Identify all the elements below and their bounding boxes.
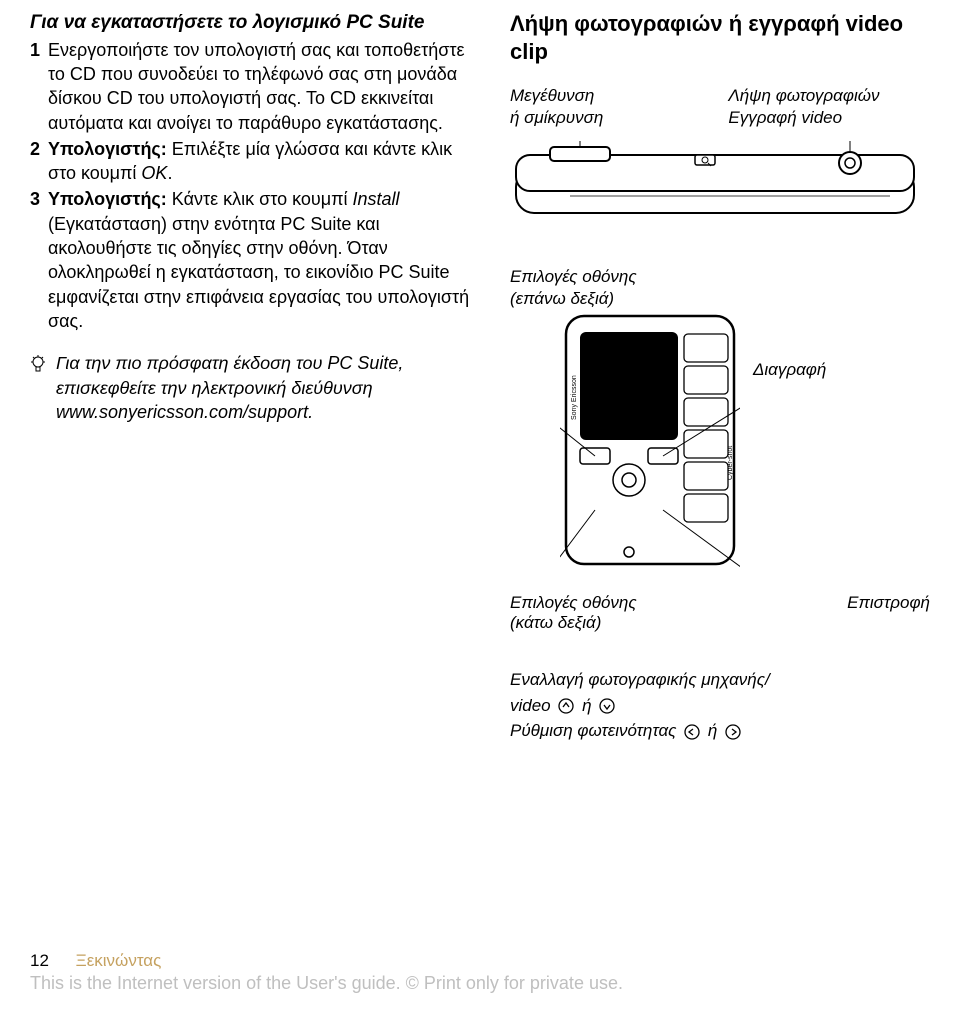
step-tail: . bbox=[167, 163, 172, 183]
step-number: 2 bbox=[30, 137, 40, 186]
annot-screen-options-bottom: Επιλογές οθόνης (κάτω δεξιά) bbox=[510, 593, 637, 633]
phone-front-illustration: Sony Ericsson Cyber-shot bbox=[560, 310, 740, 570]
extra-controls: Εναλλαγή φωτογραφικής μηχανής/ video ή Ρ… bbox=[510, 667, 930, 744]
step-number: 3 bbox=[30, 187, 40, 333]
annot-screen-options-top: Επιλογές οθόνης (επάνω δεξιά) bbox=[510, 266, 699, 310]
right-column: Λήψη φωτογραφιών ή εγγραφή video clip Με… bbox=[510, 10, 930, 744]
phone-top-illustration bbox=[510, 141, 930, 231]
step-number: 1 bbox=[30, 38, 40, 135]
camera-section-title: Λήψη φωτογραφιών ή εγγραφή video clip bbox=[510, 10, 930, 65]
tip-block: Για την πιο πρόσφατη έκδοση του PC Suite… bbox=[30, 351, 470, 424]
switch-camera-line: Εναλλαγή φωτογραφικής μηχανής/ video ή bbox=[510, 667, 930, 718]
mid-annotations: Επιλογές οθόνης (επάνω δεξιά) bbox=[510, 266, 930, 310]
step-text: Ενεργοποιήστε τον υπολογιστή σας και τοπ… bbox=[48, 40, 465, 133]
page-number: 12 bbox=[30, 951, 49, 970]
step-text-after: (Εγκατάσταση) στην ενότητα PC Suite και … bbox=[48, 214, 469, 331]
annot-back: Επιστροφή bbox=[847, 593, 930, 633]
step-3: 3 Υπολογιστής: Κάντε κλικ στο κουμπί Ins… bbox=[30, 187, 470, 333]
step-body: Υπολογιστής: Επιλέξτε μία γλώσσα και κάν… bbox=[48, 137, 470, 186]
footer-notice: This is the Internet version of the User… bbox=[30, 973, 930, 994]
nav-down-icon bbox=[599, 698, 615, 714]
step-body: Ενεργοποιήστε τον υπολογιστή σας και τοπ… bbox=[48, 38, 470, 135]
phone-front-wrap: Sony Ericsson Cyber-shot bbox=[510, 310, 930, 575]
step-body: Υπολογιστής: Κάντε κλικ στο κουμπί Insta… bbox=[48, 187, 470, 333]
brightness-line: Ρύθμιση φωτεινότητας ή bbox=[510, 718, 930, 744]
lightbulb-icon bbox=[30, 355, 46, 424]
left-column: Για να εγκαταστήσετε το λογισμικό PC Sui… bbox=[30, 10, 470, 744]
bottom-annotations: Επιλογές οθόνης (κάτω δεξιά) Επιστροφή bbox=[510, 593, 930, 633]
tip-text: Για την πιο πρόσφατη έκδοση του PC Suite… bbox=[56, 351, 470, 424]
install-heading: Για να εγκαταστήσετε το λογισμικό PC Sui… bbox=[30, 10, 470, 36]
step-italic: Install bbox=[353, 189, 400, 209]
annot-zoom: Μεγέθυνση ή σμίκρυνση bbox=[510, 85, 712, 129]
step-2: 2 Υπολογιστής: Επιλέξτε μία γλώσσα και κ… bbox=[30, 137, 470, 186]
svg-text:Sony Ericsson: Sony Ericsson bbox=[571, 376, 578, 421]
nav-up-icon bbox=[558, 698, 574, 714]
step-text: Κάντε κλικ στο κουμπί bbox=[167, 189, 353, 209]
nav-left-icon bbox=[684, 724, 700, 740]
annot-delete: Διαγραφή bbox=[753, 360, 826, 380]
step-italic: OK bbox=[141, 163, 167, 183]
page-footer: 12 Ξεκινώντας This is the Internet versi… bbox=[30, 951, 930, 994]
step-1: 1 Ενεργοποιήστε τον υπολογιστή σας και τ… bbox=[30, 38, 470, 135]
top-annotations: Μεγέθυνση ή σμίκρυνση Λήψη φωτογραφιών Ε… bbox=[510, 85, 930, 129]
nav-right-icon bbox=[725, 724, 741, 740]
annot-capture: Λήψη φωτογραφιών Εγγραφή video bbox=[728, 85, 930, 129]
step-label: Υπολογιστής: bbox=[48, 189, 167, 209]
step-label: Υπολογιστής: bbox=[48, 139, 167, 159]
footer-section-name: Ξεκινώντας bbox=[76, 951, 162, 970]
